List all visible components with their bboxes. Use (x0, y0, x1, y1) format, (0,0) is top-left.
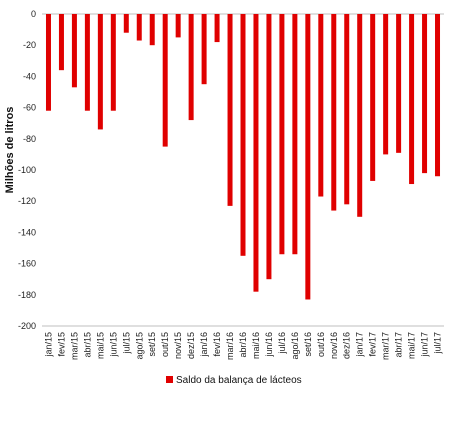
x-tick-label: fev/17 (368, 332, 378, 357)
x-tick-label: ago/16 (290, 332, 300, 360)
x-tick-label: mar/15 (69, 332, 79, 360)
bar-out-16 (318, 14, 324, 197)
bar-jul-15 (123, 14, 129, 33)
x-tick-label: jul/15 (121, 332, 131, 355)
bar-fev-15 (58, 14, 64, 71)
bar-jan-16 (201, 14, 207, 85)
bar-nov-15 (175, 14, 181, 38)
y-tick-label: -80 (23, 134, 36, 144)
x-tick-label: jun/15 (108, 332, 118, 358)
y-tick-label: -160 (18, 259, 36, 269)
x-tick-label: nov/16 (329, 332, 339, 359)
y-axis-label: Milhões de litros (4, 107, 16, 194)
bar-dez-16 (344, 14, 350, 205)
x-tick-label: out/15 (160, 332, 170, 357)
x-tick-label: set/15 (147, 332, 157, 357)
x-tick-label: jan/17 (355, 332, 365, 358)
bars (45, 14, 441, 300)
bar-ago-16 (292, 14, 298, 255)
bar-jan-17 (357, 14, 363, 217)
bar-set-15 (149, 14, 155, 46)
x-tick-label: dez/16 (342, 332, 352, 359)
y-tick-label: -100 (18, 165, 36, 175)
bar-jan-15 (45, 14, 51, 111)
y-tick-label: -60 (23, 103, 36, 113)
bar-fev-16 (214, 14, 220, 43)
x-tick-label: fev/16 (212, 332, 222, 357)
y-tick-label: 0 (31, 9, 36, 19)
y-tick-label: -20 (23, 40, 36, 50)
legend-label: Saldo da balança de lácteos (176, 375, 302, 386)
bar-out-15 (162, 14, 168, 147)
x-tick-label: mar/16 (225, 332, 235, 360)
bar-mar-15 (71, 14, 77, 88)
x-tick-label: jan/16 (199, 332, 209, 358)
legend: Saldo da balança de lácteos (166, 375, 302, 386)
bar-mai-17 (409, 14, 415, 185)
bar-mar-16 (227, 14, 233, 206)
x-axis: jan/15 fev/15 mar/15 abr/15 mai/15 jun/15 jul/… (42, 325, 444, 360)
y-tick-label: -180 (18, 290, 36, 300)
x-tick-label: nov/15 (173, 332, 183, 359)
y-tick-label: -120 (18, 196, 36, 206)
bar-mai-15 (97, 14, 103, 130)
x-tick-label: abr/15 (82, 332, 92, 358)
bar-mai-16 (253, 14, 259, 292)
x-tick-label: jun/17 (420, 332, 430, 358)
bar-abr-15 (84, 14, 90, 111)
x-tick-label: fev/15 (56, 332, 66, 357)
x-tick-label: out/16 (316, 332, 326, 357)
legend-swatch (166, 376, 173, 383)
bar-ago-15 (136, 14, 142, 41)
bar-jun-17 (422, 14, 428, 174)
bar-abr-16 (240, 14, 246, 256)
y-tick-label: -40 (23, 71, 36, 81)
bar-abr-17 (396, 14, 402, 153)
y-tick-label: -200 (18, 321, 36, 331)
bar-jul-16 (279, 14, 285, 255)
bar-fev-17 (370, 14, 376, 181)
x-tick-label: set/16 (303, 332, 313, 357)
x-tick-label: jul/16 (277, 332, 287, 355)
x-tick-label: dez/15 (186, 332, 196, 359)
y-tick-label: -140 (18, 227, 36, 237)
x-tick-label: jul/17 (433, 332, 443, 355)
x-tick-label: mai/16 (251, 332, 261, 359)
x-tick-label: abr/16 (238, 332, 248, 358)
x-tick-label: ago/15 (134, 332, 144, 360)
bar-jul-17 (435, 14, 441, 177)
bar-jun-16 (266, 14, 272, 280)
bar-jun-15 (110, 14, 116, 111)
bar-set-16 (305, 14, 311, 300)
x-tick-label: jun/16 (264, 332, 274, 358)
bar-dez-15 (188, 14, 194, 121)
x-tick-label: mai/17 (407, 332, 417, 359)
x-tick-label: mar/17 (381, 332, 391, 360)
x-tick-label: abr/17 (394, 332, 404, 358)
x-tick-label: jan/15 (43, 332, 53, 358)
bar-nov-16 (331, 14, 337, 211)
x-tick-label: mai/15 (95, 332, 105, 359)
bar-mar-17 (383, 14, 389, 155)
